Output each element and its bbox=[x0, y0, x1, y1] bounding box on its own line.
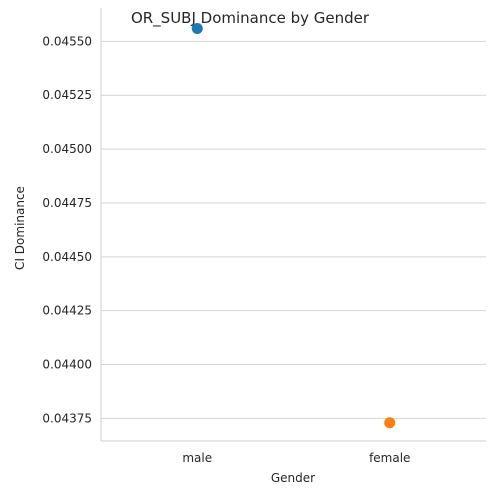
grid-lines bbox=[101, 40, 486, 419]
y-tick-label: 0.04425 bbox=[42, 304, 92, 318]
y-tick-label: 0.04525 bbox=[42, 88, 92, 102]
x-tick-label-female: female bbox=[369, 451, 410, 465]
x-axis-label: Gender bbox=[271, 471, 315, 485]
chart-title: OR_SUBJ Dominance by Gender bbox=[131, 9, 370, 28]
y-tick-label: 0.04375 bbox=[42, 411, 92, 425]
y-tick-labels: 0.04375 0.04400 0.04425 0.04450 0.04475 0.045… bbox=[42, 34, 92, 425]
x-tick-labels: male female bbox=[182, 451, 410, 465]
data-point-male bbox=[191, 22, 203, 34]
y-tick-label: 0.04450 bbox=[42, 250, 92, 264]
y-tick-label: 0.04500 bbox=[42, 142, 92, 156]
y-tick-label: 0.04475 bbox=[42, 196, 92, 210]
y-tick-label: 0.04550 bbox=[42, 34, 92, 48]
y-tick-label: 0.04400 bbox=[42, 358, 92, 372]
data-points bbox=[191, 22, 396, 429]
data-point-female bbox=[384, 417, 396, 429]
y-axis-label: CI Dominance bbox=[13, 186, 27, 270]
x-tick-label-male: male bbox=[182, 451, 212, 465]
